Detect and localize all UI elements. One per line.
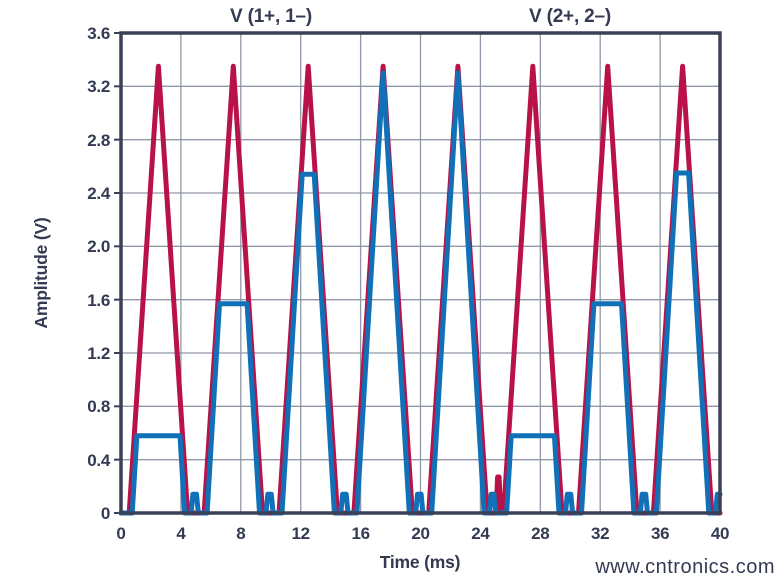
y-tick-label: 0.4 [87,451,111,470]
series2-title: V (2+, 2–) [529,6,611,27]
y-tick-label: 3.6 [87,24,110,43]
y-axis-labels: 3.6 3.2 2.8 2.4 2.0 1.6 1.2 0.8 0.4 0 [87,24,111,523]
x-tick-label: 4 [176,524,186,543]
x-tick-label: 28 [531,524,549,543]
y-tick-label: 1.2 [87,344,110,363]
y-tick-label: 3.2 [87,77,110,96]
y-axis-title: Amplitude (V) [31,217,51,328]
x-tick-label: 20 [411,524,429,543]
x-axis-labels: 0 4 8 12 16 20 24 28 32 36 40 [116,524,729,543]
plot-border [119,31,722,515]
x-tick-label: 0 [116,524,125,543]
x-tick-label: 32 [591,524,609,543]
y-tick-label: 0.8 [87,397,110,416]
x-tick-label: 16 [351,524,369,543]
y-tick-label: 0 [101,504,110,523]
y-tick-label: 2.0 [87,237,110,256]
watermark: www.cntronics.com [594,556,775,578]
x-tick-label: 12 [292,524,310,543]
x-tick-label: 36 [651,524,669,543]
series1-title: V (1+, 1–) [230,6,312,27]
y-tick-label: 1.6 [87,291,110,310]
x-tick-label: 40 [711,524,729,543]
x-axis-title: Time (ms) [380,552,461,572]
x-tick-label: 8 [236,524,245,543]
y-tick-label: 2.4 [87,184,111,203]
y-tick-label: 2.8 [87,131,110,150]
x-tick-label: 24 [471,524,490,543]
